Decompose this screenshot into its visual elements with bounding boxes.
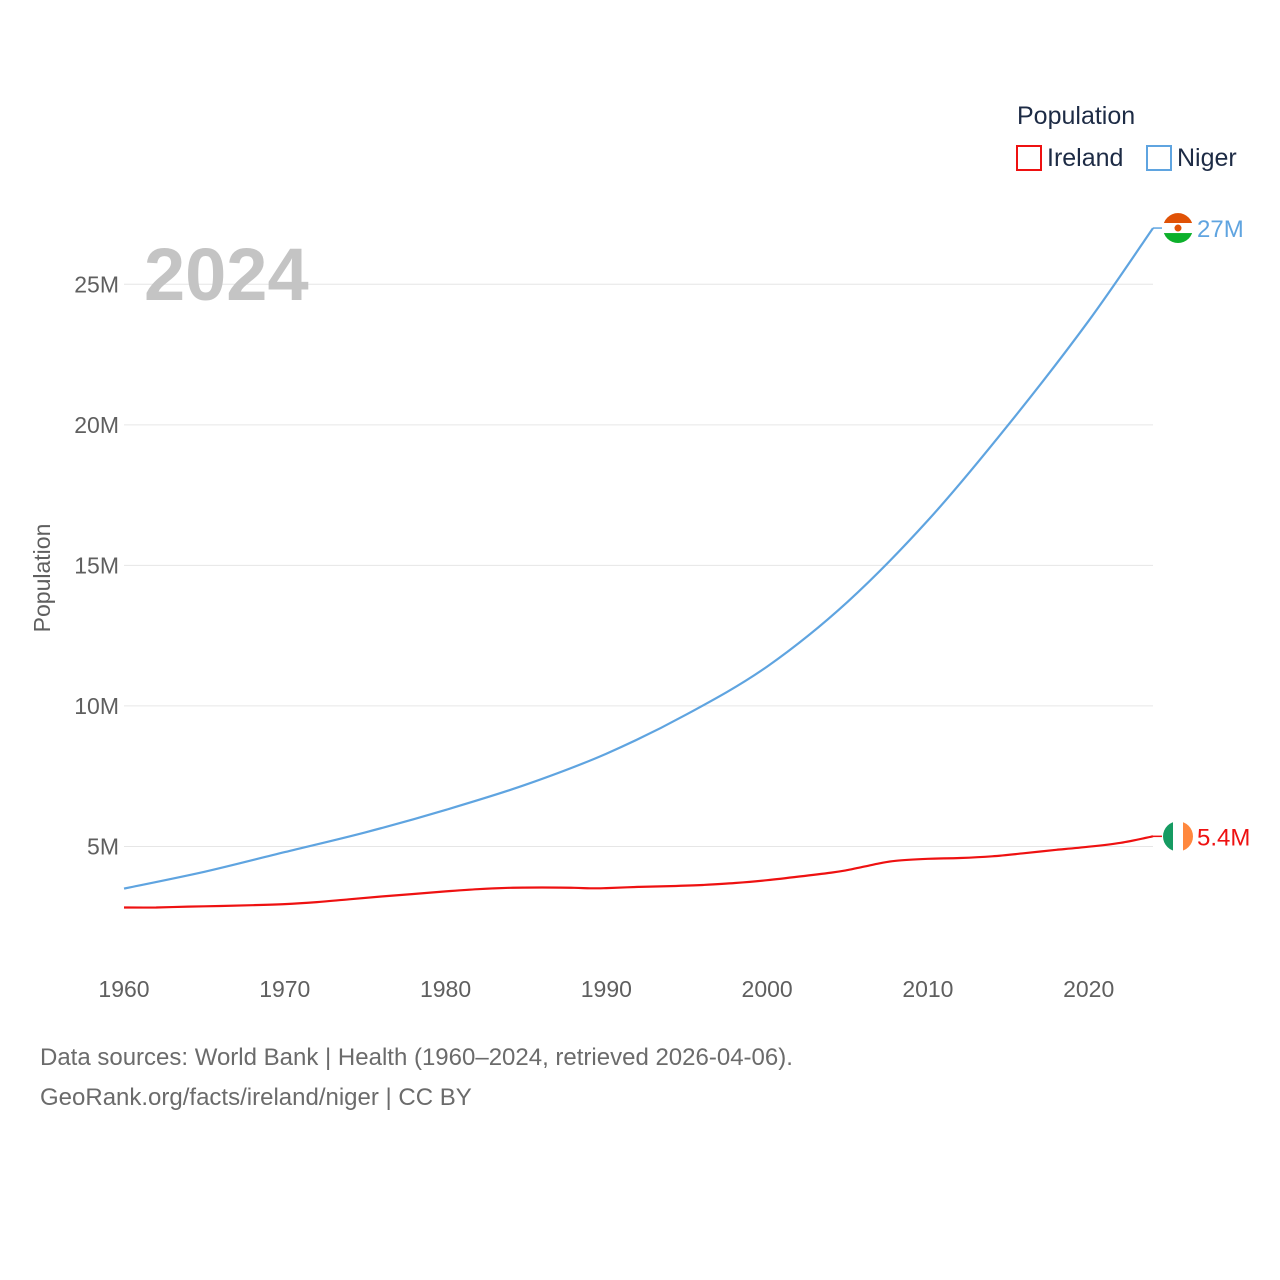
series-line-ireland [123,835,1154,909]
niger-flag-icon [1163,213,1193,244]
x-tick-label: 1960 [98,976,149,1002]
legend: Population Ireland Niger [1016,102,1237,172]
y-tick-label: 5M [87,833,119,859]
x-axis-ticks: 1960 1970 1980 1990 2000 2010 2020 [98,976,1114,1002]
ireland-flag-icon [1163,821,1193,852]
y-tick-label: 15M [74,552,119,578]
x-tick-label: 2020 [1063,976,1114,1002]
source-line-2[interactable]: GeoRank.org/facts/ireland/niger | CC BY [40,1084,472,1111]
x-tick-label: 2010 [902,976,953,1002]
legend-label-niger: Niger [1177,144,1237,172]
year-label: 2024 [144,233,309,316]
y-axis-ticks: 5M 10M 15M 20M 25M [74,271,119,859]
end-label-ireland: 5.4M [1197,824,1250,851]
source-line-1: Data sources: World Bank | Health (1960–… [40,1044,793,1071]
series-end-markers: 5.4M 27M [1153,213,1250,852]
legend-label-ireland: Ireland [1047,144,1123,172]
x-tick-label: 1980 [420,976,471,1002]
legend-swatch-ireland [1016,145,1042,171]
grid-lines [124,283,1153,847]
legend-item-ireland[interactable]: Ireland [1016,144,1123,172]
series-lines [123,227,1154,909]
series-line-niger [123,227,1154,890]
y-tick-label: 25M [74,271,119,297]
x-tick-label: 2000 [742,976,793,1002]
legend-swatch-niger [1146,145,1172,171]
y-axis-label: Population [29,524,55,633]
legend-item-niger[interactable]: Niger [1146,144,1237,172]
legend-title: Population [1017,102,1135,130]
y-tick-label: 10M [74,693,119,719]
x-tick-label: 1970 [259,976,310,1002]
y-tick-label: 20M [74,412,119,438]
end-label-niger: 27M [1197,216,1244,243]
x-tick-label: 1990 [581,976,632,1002]
